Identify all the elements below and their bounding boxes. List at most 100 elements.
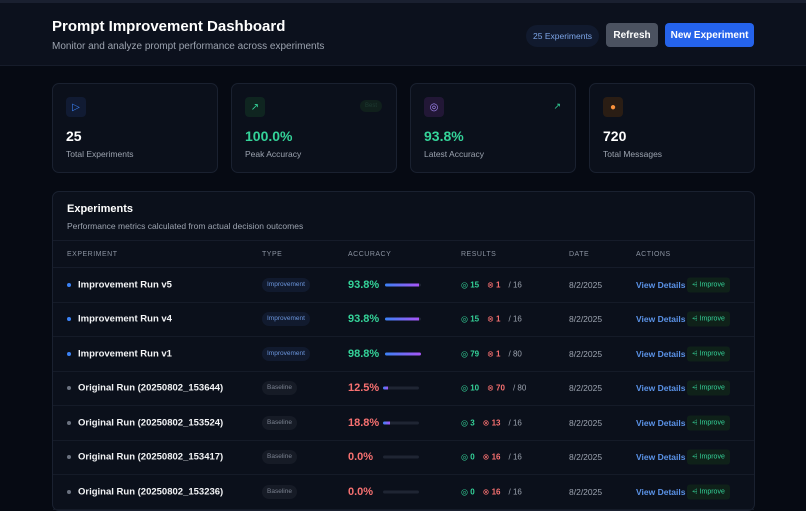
experiment-date: 8/2/2025 [569, 383, 603, 394]
improve-button[interactable]: ⩤ Improve [687, 380, 730, 396]
total-count: / 16 [508, 314, 522, 324]
experiment-date: 8/2/2025 [569, 314, 603, 325]
view-details-link[interactable]: View Details [636, 348, 686, 359]
refresh-button[interactable]: Refresh [606, 23, 658, 47]
header: Prompt Improvement Dashboard Monitor and… [0, 3, 806, 66]
table-row[interactable]: Improvement Run v1 Improvement 98.8% ◎ 7… [53, 337, 754, 372]
type-badge: Improvement [262, 277, 310, 292]
view-details-link[interactable]: View Details [636, 417, 686, 428]
results: ◎ 79 ⊗ 1 / 80 [461, 349, 522, 358]
status-dot [67, 386, 71, 391]
x-circle-icon: ⊗ [487, 314, 497, 324]
results: ◎ 15 ⊗ 1 / 16 [461, 280, 522, 289]
total-count: / 16 [508, 487, 522, 497]
status-dot [67, 351, 71, 356]
best-tag: Best [360, 100, 382, 112]
accuracy-bar [383, 490, 419, 494]
stat-value: 100.0% [245, 128, 293, 144]
accuracy-bar [385, 352, 421, 356]
wrong-count: ⊗ 70 [487, 383, 505, 393]
status-dot [67, 489, 71, 494]
experiment-date: 8/2/2025 [569, 279, 603, 290]
x-circle-icon: ⊗ [482, 418, 492, 428]
improve-icon: ⩤ [692, 384, 700, 392]
results: ◎ 3 ⊗ 13 / 16 [461, 418, 522, 427]
improve-button[interactable]: ⩤ Improve [687, 449, 730, 465]
x-circle-icon: ⊗ [487, 383, 497, 393]
improve-button[interactable]: ⩤ Improve [687, 277, 730, 293]
wrong-count: ⊗ 16 [482, 452, 501, 462]
stat-label: Total Messages [603, 149, 663, 159]
check-circle-icon: ◎ [461, 452, 471, 462]
status-dot [67, 455, 71, 460]
accuracy-value: 18.8% [348, 416, 380, 429]
correct-count: ◎ 10 [461, 383, 480, 393]
view-details-link[interactable]: View Details [636, 314, 686, 325]
improve-button[interactable]: ⩤ Improve [687, 484, 730, 500]
results: ◎ 10 ⊗ 70 / 80 [461, 384, 526, 393]
type-badge: Baseline [262, 381, 297, 396]
table-row[interactable]: Original Run (20250802_153644) Baseline … [53, 372, 754, 406]
column-header: EXPERIMENT [67, 251, 118, 258]
experiment-name: Original Run (20250802_153417) [78, 451, 224, 463]
experiment-date: 8/2/2025 [569, 417, 603, 428]
check-circle-icon: ◎ [461, 314, 471, 324]
status-dot [67, 317, 71, 322]
table-row[interactable]: Original Run (20250802_153236) Baseline … [53, 475, 754, 510]
correct-count: ◎ 15 [461, 314, 480, 324]
top-strip [0, 0, 806, 3]
correct-count: ◎ 0 [461, 452, 475, 462]
improve-icon: ⩤ [692, 350, 700, 358]
experiment-name: Original Run (20250802_153524) [78, 417, 224, 429]
experiment-date: 8/2/2025 [569, 348, 603, 359]
view-details-link[interactable]: View Details [636, 486, 686, 497]
improve-icon: ⩤ [692, 281, 700, 289]
table-row[interactable]: Original Run (20250802_153417) Baseline … [53, 441, 754, 475]
check-circle-icon: ◎ [461, 349, 471, 359]
accuracy-bar [385, 317, 421, 321]
x-circle-icon: ⊗ [482, 452, 492, 462]
page-title: Prompt Improvement Dashboard [52, 18, 286, 35]
x-circle-icon: ⊗ [482, 487, 492, 497]
check-circle-icon: ◎ [461, 487, 471, 497]
accuracy-value: 0.0% [348, 451, 374, 464]
accuracy-bar [383, 421, 419, 425]
results: ◎ 0 ⊗ 16 / 16 [461, 487, 522, 496]
message-icon: ● [603, 97, 623, 117]
results: ◎ 0 ⊗ 16 / 16 [461, 453, 522, 462]
improve-button[interactable]: ⩤ Improve [687, 311, 730, 327]
accuracy-value: 12.5% [348, 382, 380, 395]
trending-up-icon: ↗ [553, 101, 561, 111]
improve-button[interactable]: ⩤ Improve [687, 346, 730, 362]
improve-button[interactable]: ⩤ Improve [687, 415, 730, 431]
results: ◎ 15 ⊗ 1 / 16 [461, 315, 522, 324]
view-details-link[interactable]: View Details [636, 279, 686, 290]
accuracy-bar [385, 283, 421, 287]
check-circle-icon: ◎ [461, 418, 471, 428]
column-header: ACCURACY [348, 251, 392, 258]
experiment-name: Original Run (20250802_153236) [78, 486, 224, 498]
view-details-link[interactable]: View Details [636, 452, 686, 463]
view-details-link[interactable]: View Details [636, 383, 686, 394]
page-subtitle: Monitor and analyze prompt performance a… [52, 41, 325, 52]
trending-up-icon: ↗ [245, 97, 265, 117]
type-badge: Improvement [262, 346, 310, 361]
table-row[interactable]: Original Run (20250802_153524) Baseline … [53, 406, 754, 441]
improve-icon: ⩤ [692, 315, 700, 323]
experiments-count-badge: 25 Experiments [526, 25, 600, 47]
status-dot [67, 420, 71, 425]
experiments-panel: Experiments Performance metrics calculat… [52, 191, 755, 511]
accuracy-bar [383, 386, 419, 390]
type-badge: Baseline [262, 450, 297, 465]
total-count: / 80 [512, 383, 527, 393]
total-count: / 80 [508, 349, 522, 359]
table-row[interactable]: Improvement Run v5 Improvement 93.8% ◎ 1… [53, 268, 754, 303]
new-experiment-button[interactable]: New Experiment [665, 23, 754, 47]
column-header: DATE [569, 251, 590, 258]
table-row[interactable]: Improvement Run v4 Improvement 93.8% ◎ 1… [53, 303, 754, 337]
check-circle-icon: ◎ [424, 97, 444, 117]
stat-card-total-messages: ● 720 Total Messages [589, 83, 755, 173]
improve-icon: ⩤ [692, 419, 700, 427]
check-circle-icon: ◎ [461, 280, 471, 290]
experiment-name: Improvement Run v4 [78, 313, 172, 325]
